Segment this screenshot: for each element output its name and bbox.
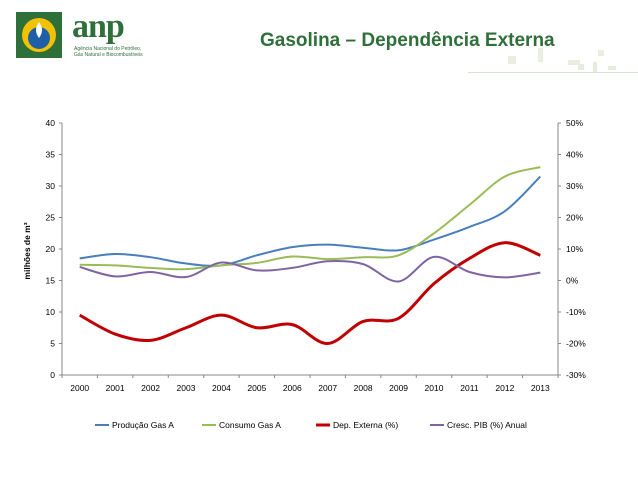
legend-label: Produção Gas A [112, 420, 174, 430]
slide-header: anp Agência Nacional do Petróleo, Gás Na… [0, 0, 638, 78]
right-tick-label: -10% [566, 307, 586, 317]
legend-label: Dep. Externa (%) [333, 420, 398, 430]
legend-label: Cresc. PIB (%) Anual [447, 420, 527, 430]
left-tick-label: 20 [46, 244, 56, 254]
chart-axes: 0 5 10 15 20 25 30 35 40 -30% -20% -10% 0% 10% 20% 30% 4… [22, 118, 586, 393]
x-tick-label: 2004 [212, 383, 231, 393]
x-tick-label: 2001 [106, 383, 125, 393]
left-tick-label: 25 [46, 213, 56, 223]
right-tick-label: 30% [566, 181, 583, 191]
right-tick-label: 40% [566, 150, 583, 160]
left-tick-label: 0 [50, 370, 55, 380]
anp-logo: anp Agência Nacional do Petróleo, Gás Na… [14, 8, 144, 64]
right-tick-label: -30% [566, 370, 586, 380]
series-line-1 [79, 166, 541, 271]
x-tick-label: 2003 [177, 383, 196, 393]
decorative-pattern [468, 62, 638, 73]
x-tick-label: 2012 [495, 383, 514, 393]
x-tick-label: 2005 [247, 383, 266, 393]
x-tick-label: 2006 [283, 383, 302, 393]
y-axis-label: milhões de m³ [22, 222, 32, 279]
right-tick-label: -20% [566, 339, 586, 349]
right-tick-label: 50% [566, 118, 583, 128]
x-tick-label: 2010 [425, 383, 444, 393]
x-tick-label: 2007 [318, 383, 337, 393]
logo-text: anp [72, 8, 125, 45]
x-tick-label: 2011 [460, 383, 479, 393]
anp-emblem-icon [16, 12, 62, 58]
page-title: Gasolina – Dependência Externa [260, 30, 555, 51]
decorative-pattern-bottom [508, 48, 604, 65]
right-tick-label: 20% [566, 213, 583, 223]
x-tick-label: 2002 [141, 383, 160, 393]
series-line-0 [79, 175, 541, 267]
x-tick-label: 2000 [70, 383, 89, 393]
chart-lines [78, 166, 541, 346]
right-tick-label: 10% [566, 244, 583, 254]
left-tick-label: 15 [46, 276, 56, 286]
left-tick-label: 5 [50, 339, 55, 349]
logo-subtitle: Agência Nacional do Petróleo, Gás Natura… [74, 46, 143, 58]
left-tick-label: 30 [46, 181, 56, 191]
x-tick-label: 2009 [389, 383, 408, 393]
legend-label: Consumo Gas A [219, 420, 281, 430]
x-tick-label: 2008 [354, 383, 373, 393]
left-tick-label: 40 [46, 118, 56, 128]
right-tick-label: 0% [566, 276, 579, 286]
left-tick-label: 35 [46, 150, 56, 160]
chart-legend: Produção Gas A Consumo Gas A Dep. Externa … [95, 420, 527, 430]
series-line-2 [78, 241, 541, 346]
x-tick-label: 2013 [531, 383, 550, 393]
series-line-3 [79, 255, 541, 283]
left-tick-label: 10 [46, 307, 56, 317]
